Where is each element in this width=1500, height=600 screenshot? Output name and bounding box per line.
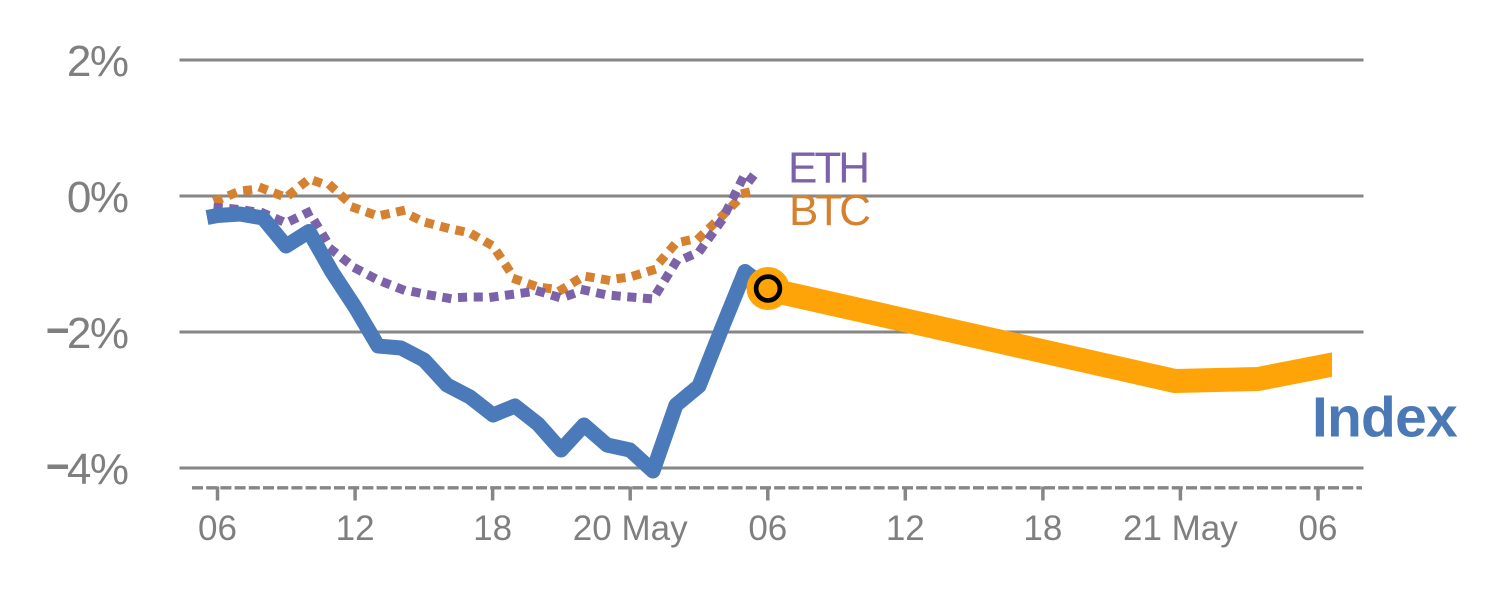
svg-text:18: 18 [1023, 509, 1062, 548]
svg-text:BTC: BTC [789, 186, 870, 235]
svg-text:0%: 0% [67, 173, 128, 222]
svg-text:4%: 4% [67, 445, 128, 494]
svg-text:Index: Index [1312, 386, 1458, 450]
svg-text:06: 06 [748, 509, 787, 548]
svg-text:12: 12 [886, 509, 925, 548]
svg-text:21 May: 21 May [1123, 509, 1238, 548]
svg-text:12: 12 [336, 509, 375, 548]
svg-text:18: 18 [473, 509, 512, 548]
svg-text:06: 06 [198, 509, 237, 548]
svg-text:2%: 2% [67, 309, 128, 358]
svg-text:ETH: ETH [788, 144, 867, 193]
svg-text:2%: 2% [67, 37, 128, 86]
svg-text:20 May: 20 May [573, 509, 688, 548]
svg-text:06: 06 [1299, 509, 1338, 548]
